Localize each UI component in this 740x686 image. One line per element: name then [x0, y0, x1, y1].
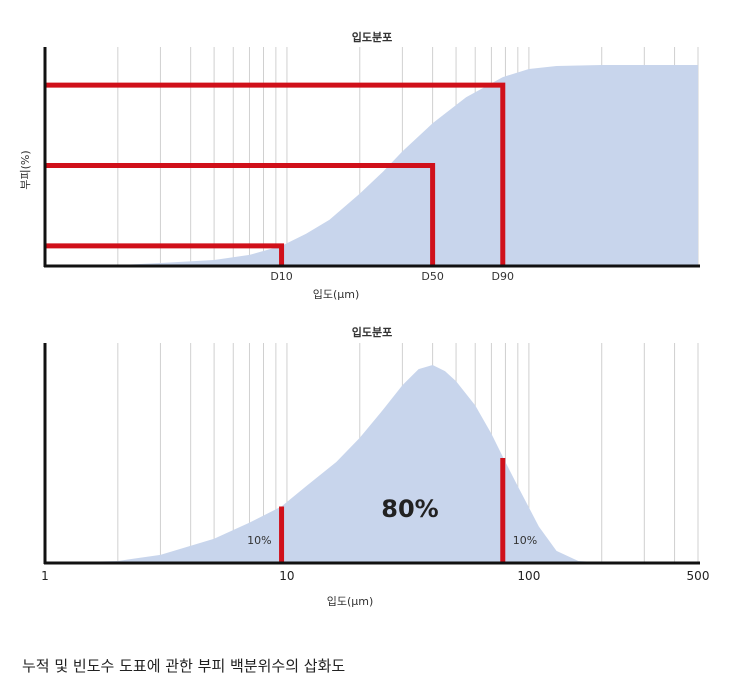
x-tick-label: 1 [41, 569, 49, 583]
chart2-center-percentage: 80% [381, 495, 438, 523]
x-tick-label: 100 [517, 569, 540, 583]
percentile-label-d10: D10 [270, 270, 292, 283]
chart1-y-axis-label: 부피(%) [19, 150, 32, 189]
chart2-title: 입도분포 [352, 326, 392, 339]
tail-percentage-label: 10% [513, 534, 537, 547]
chart1-x-axis-label: 입도(μm) [313, 288, 360, 301]
chart1-percentile-markers: D10 D50 D90 [45, 82, 514, 283]
frequency-chart: 입도분포 10% 10% 80% 1 10 100 500 입도(μm) [41, 326, 709, 608]
tail-percentage-label: 10% [247, 534, 271, 547]
chart2-x-axis-label: 입도(μm) [327, 595, 374, 608]
percentile-marker-d50 [45, 163, 436, 266]
x-tick-label: 500 [687, 569, 710, 583]
chart1-title: 입도분포 [352, 31, 392, 44]
chart1-cumulative-area [45, 65, 698, 266]
chart2-x-tick-labels: 1 10 100 500 [41, 569, 709, 583]
percentile-label-d90: D90 [492, 270, 514, 283]
percentile-marker-d10 [45, 243, 285, 266]
chart2-frequency-area [45, 365, 698, 563]
percentile-label-d50: D50 [421, 270, 443, 283]
chart2-percentile-markers: 10% 10% [247, 457, 537, 563]
figure-caption: 누적 및 빈도수 도표에 관한 부피 백분위수의 삽화도 [22, 657, 346, 675]
cumulative-chart: 입도분포 D10 D50 D90 입도(μm) 부피(%) [19, 31, 700, 301]
percentile-marker-d90 [45, 82, 506, 266]
x-tick-label: 10 [279, 569, 294, 583]
